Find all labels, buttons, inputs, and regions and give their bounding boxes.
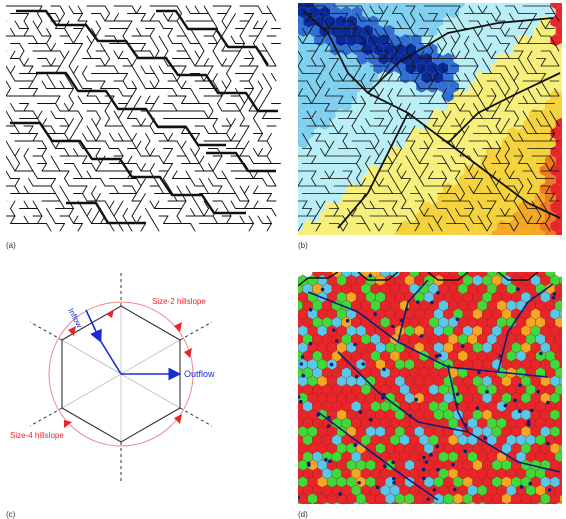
hexagon-spokes bbox=[61, 306, 181, 442]
flow-network bbox=[307, 279, 561, 501]
panel-c: Inflow Outflow Size-2 hillslope Size-4 h… bbox=[6, 262, 282, 502]
hillslope-markers bbox=[64, 310, 192, 428]
main-channels bbox=[10, 9, 278, 225]
main-channels bbox=[303, 10, 561, 229]
top-boundary bbox=[298, 272, 539, 287]
elevation-hexes bbox=[298, 3, 562, 235]
hillslope-hexes bbox=[298, 272, 562, 504]
panel-c-label: (c) bbox=[6, 510, 16, 519]
elevation-map-b bbox=[298, 3, 562, 235]
panel-a-label: (a) bbox=[6, 241, 16, 250]
inflow-arrow bbox=[85, 309, 102, 343]
hillslope-circle bbox=[48, 301, 194, 447]
dashed-neighbour-lines bbox=[29, 270, 213, 484]
panel-b bbox=[298, 3, 562, 235]
river-network-a bbox=[6, 5, 281, 232]
size4-label: Size-4 hillslope bbox=[10, 431, 64, 440]
hillslope-map-d bbox=[298, 272, 562, 504]
node-dots bbox=[298, 273, 557, 502]
inflow-label: Inflow bbox=[66, 307, 84, 330]
stream-segments bbox=[6, 5, 281, 232]
hexagon-flow-diagram: Inflow Outflow Size-2 hillslope Size-4 h… bbox=[10, 270, 215, 484]
panel-d bbox=[298, 272, 562, 504]
panel-b-label: (b) bbox=[298, 241, 308, 250]
size2-label: Size-2 hillslope bbox=[152, 297, 206, 306]
outflow-label: Outflow bbox=[184, 369, 215, 379]
flow-path bbox=[99, 339, 182, 381]
panel-a bbox=[6, 3, 282, 235]
panel-d-label: (d) bbox=[298, 510, 308, 519]
